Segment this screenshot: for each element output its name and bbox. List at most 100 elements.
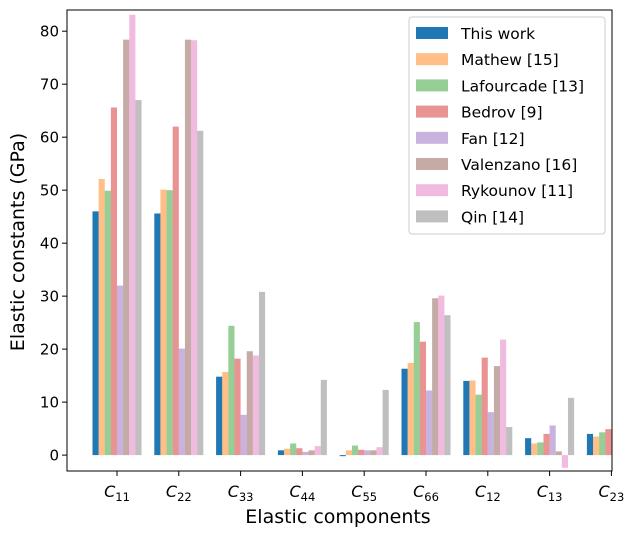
bar-lafourcade-13-C11 [104,190,111,456]
bar-mathew-15-C11 [98,179,105,456]
y-tick-label: 30 [40,288,59,306]
bar-qin-14-C22 [197,130,204,456]
legend-swatch-fan-12 [416,131,448,144]
legend: This work Mathew [15] Lafourcade [13] Bedro… [408,16,606,235]
bar-bedrov-9-C44 [296,448,303,456]
legend-swatch-valenzano-16 [416,158,448,170]
bar-qin-14-C13 [567,397,575,456]
y-axis-label: Elastic constants (GPa) [7,133,29,351]
y-tick-label: 10 [40,394,59,412]
y-tick-label: 50 [40,182,59,200]
y-tick-label: 80 [40,23,59,41]
bars-group [92,14,612,468]
bar-lafourcade-13-C13 [537,442,544,456]
bar-qin-14-C33 [258,291,266,456]
bar-this-work-C11 [92,211,99,456]
bar-this-work-C66 [401,368,408,456]
bar-mathew-15-C55 [345,450,352,456]
bar-lafourcade-13-C66 [413,322,420,456]
bar-fan-12-C44 [302,451,309,456]
bar-this-work-C33 [216,376,223,456]
bar-qin-14-C11 [135,100,142,456]
bar-this-work-C44 [277,450,285,456]
axes-frame [66,9,613,472]
bar-bedrov-9-C23 [605,429,612,456]
bar-lafourcade-13-C12 [475,394,482,456]
bar-lafourcade-13-C23 [599,432,606,456]
bar-bedrov-9-C22 [172,126,179,456]
bar-mathew-15-C23 [593,436,600,456]
x-tick-label: C33 [228,482,254,504]
bar-lafourcade-13-C22 [166,190,173,456]
legend-swatch-mathew-15 [416,53,448,66]
x-tick-label: C22 [166,482,192,504]
bar-valenzano-16-C55 [370,450,377,456]
legend-swatch-bedrov-9 [416,105,448,118]
legend-label-lafourcade-13: Lafourcade [13] [461,77,584,95]
bar-valenzano-16-C12 [493,366,501,456]
bar-lafourcade-13-C55 [351,445,359,456]
bar-this-work-C13 [525,438,532,456]
bar-rykounov-11-C13 [561,455,568,468]
axes-group [66,9,613,472]
bar-mathew-15-C66 [407,362,414,456]
legend-label-valenzano-16: Valenzano [16] [461,156,577,174]
bar-valenzano-16-C66 [432,298,439,456]
legend-label-bedrov-9: Bedrov [9] [461,104,543,122]
bar-rykounov-11-C55 [376,447,383,456]
bar-this-work-C22 [154,213,161,456]
x-tick-label: C44 [289,482,315,504]
bar-fan-12-C55 [364,450,371,456]
bar-fan-12-C66 [426,390,433,456]
x-tick-label: C12 [475,482,501,504]
bar-this-work-C12 [463,380,470,456]
x-tick-label: C55 [351,482,377,504]
y-ticks-group: 0 10 20 30 40 50 60 70 80 [40,23,67,465]
bar-qin-14-C12 [506,427,513,456]
bar-bedrov-9-C12 [481,357,488,456]
bar-mathew-15-C13 [531,443,538,456]
x-tick-label: C13 [537,482,563,504]
bar-valenzano-16-C13 [555,451,562,456]
bar-valenzano-16-C11 [123,39,130,456]
legend-label-fan-12: Fan [12] [461,130,525,148]
bar-mathew-15-C22 [160,189,167,456]
bar-this-work-C55 [339,455,346,457]
legend-swatch-this-work [416,27,448,39]
bar-rykounov-11-C44 [314,446,321,456]
bar-fan-12-C13 [549,425,556,456]
legend-swatch-lafourcade-13 [416,79,448,92]
y-tick-label: 60 [40,129,59,147]
x-ticks-group: C11 C22 C33 C44 C55 C66 C12 C13 C23 [104,471,624,504]
bar-rykounov-11-C11 [129,14,136,456]
bar-bedrov-9-C66 [419,341,427,456]
bar-qin-14-C44 [320,379,327,456]
x-tick-label: C66 [413,482,439,504]
legend-swatch-rykounov-11 [416,184,448,197]
y-tick-label: 20 [40,341,59,359]
bar-qin-14-C66 [444,315,451,456]
bar-fan-12-C11 [117,285,124,456]
bar-bedrov-9-C55 [358,449,365,456]
bar-valenzano-16-C22 [184,39,192,456]
bar-lafourcade-13-C33 [228,325,235,456]
bar-fan-12-C12 [487,412,494,456]
bar-bedrov-9-C11 [110,107,118,456]
legend-label-rykounov-11: Rykounov [11] [461,182,573,200]
bar-mathew-15-C33 [222,371,229,456]
bar-fan-12-C33 [240,414,247,456]
x-tick-label: C11 [104,482,130,504]
bar-valenzano-16-C33 [246,351,253,456]
y-tick-label: 0 [49,447,59,465]
bar-fan-12-C22 [178,348,185,456]
bar-mathew-15-C12 [469,380,476,456]
x-tick-label: C23 [598,482,624,504]
y-tick-label: 70 [40,76,59,94]
bar-rykounov-11-C22 [191,40,198,456]
bar-qin-14-C55 [382,389,389,456]
bar-bedrov-9-C33 [234,358,241,456]
bar-rykounov-11-C66 [438,295,445,456]
legend-swatch-qin-14 [416,210,448,223]
bar-rykounov-11-C12 [500,339,507,456]
